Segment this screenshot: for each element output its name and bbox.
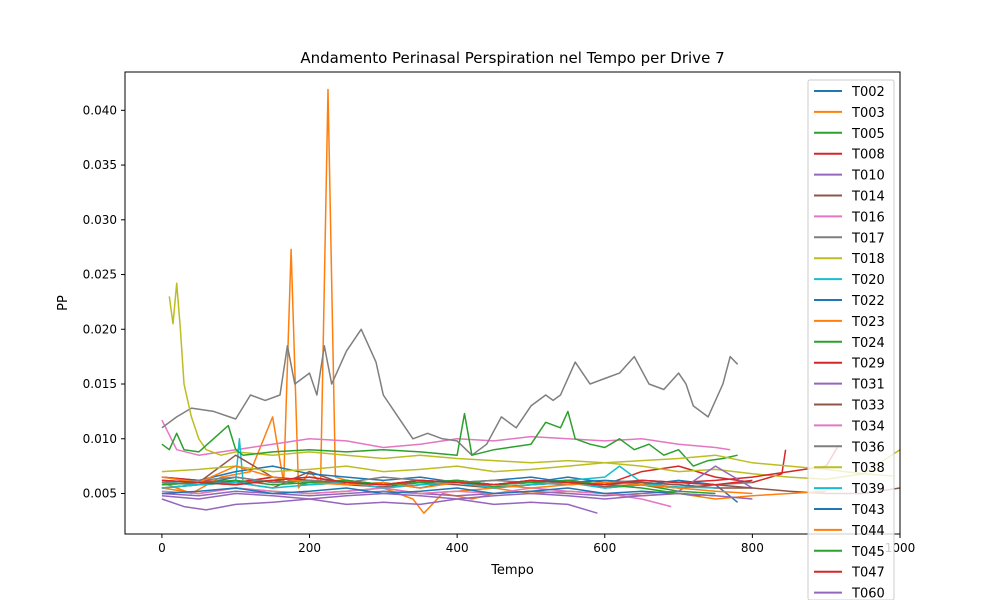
series-line-t016 <box>161 419 731 456</box>
chart-title: Andamento Perinasal Perspiration nel Tem… <box>300 49 724 67</box>
y-tick-label: 0.025 <box>83 268 117 282</box>
legend-label: T002 <box>851 85 885 100</box>
series-line-t010 <box>161 498 598 514</box>
series-line-t043 <box>161 487 716 497</box>
y-tick-label: 0.010 <box>83 432 117 446</box>
legend-label: T022 <box>851 294 885 309</box>
y-tick-label: 0.035 <box>83 158 117 172</box>
legend-label: T044 <box>851 524 885 539</box>
legend-label: T039 <box>851 482 885 497</box>
x-tick-label: 0 <box>158 541 166 555</box>
series-line-t003 <box>161 88 495 514</box>
legend-label: T016 <box>851 210 885 225</box>
legend-label: T008 <box>851 148 885 163</box>
y-axis-label: PP <box>56 295 71 311</box>
legend-label: T033 <box>851 399 885 414</box>
series-line-t024 <box>161 410 738 467</box>
legend-label: T029 <box>851 357 885 372</box>
series-line-t060 <box>161 492 753 500</box>
legend-label: T038 <box>851 461 885 476</box>
y-tick-label: 0.030 <box>83 213 117 227</box>
y-tick-label: 0.015 <box>83 377 117 391</box>
legend-label: T023 <box>851 315 885 330</box>
y-tick-label: 0.005 <box>83 486 117 500</box>
legend-label: T014 <box>851 190 885 205</box>
legend-label: T045 <box>851 545 885 560</box>
y-tick-label: 0.040 <box>83 103 117 117</box>
legend-label: T036 <box>851 440 885 455</box>
series-line-t038 <box>161 454 893 477</box>
legend-label: T017 <box>851 231 885 246</box>
legend-label: T034 <box>851 419 885 434</box>
legend: T002 T003 T005 T008 T010 T014 T016 T017 T018 T020… <box>807 79 895 600</box>
legend-label: T060 <box>851 587 885 600</box>
legend-label: T043 <box>851 503 885 518</box>
x-tick-label: 600 <box>593 541 616 555</box>
legend-label: T005 <box>851 127 885 142</box>
series-line-t017 <box>161 328 739 456</box>
series-line-t018 <box>168 282 900 481</box>
legend-label: T031 <box>851 378 885 393</box>
legend-label: T003 <box>851 106 885 121</box>
series-line-t047 <box>161 476 753 486</box>
legend-label: T018 <box>851 252 885 267</box>
plot-frame <box>124 71 901 535</box>
x-tick-label: 800 <box>741 541 764 555</box>
legend-label: T010 <box>851 169 885 184</box>
series-lines <box>161 88 900 514</box>
y-tick-label: 0.020 <box>83 322 117 336</box>
x-tick-label: 400 <box>446 541 469 555</box>
legend-box <box>807 79 895 600</box>
x-axis-label: Tempo <box>490 563 534 578</box>
x-tick-label: 200 <box>298 541 321 555</box>
legend-label: T047 <box>851 566 885 581</box>
legend-label: T024 <box>851 336 885 351</box>
legend-label: T020 <box>851 273 885 288</box>
